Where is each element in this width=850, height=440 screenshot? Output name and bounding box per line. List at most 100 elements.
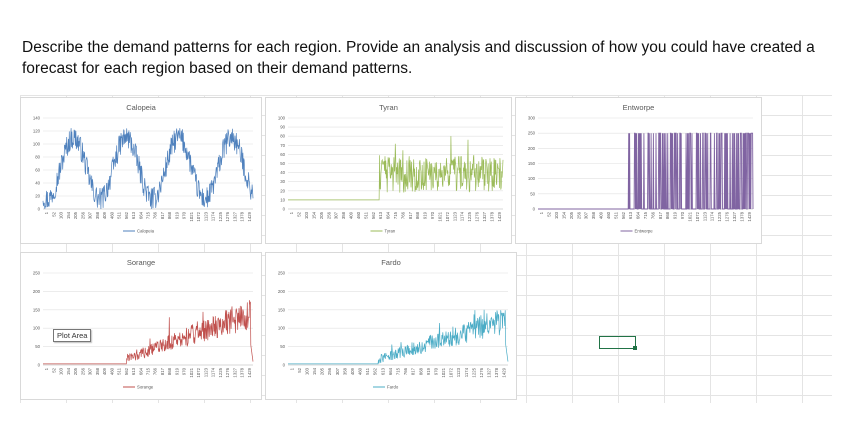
x-tick-label: 664 (388, 367, 393, 375)
x-tick-label: 154 (311, 211, 316, 219)
x-tick-label: 511 (363, 211, 368, 218)
x-tick-label: 1276 (225, 211, 230, 221)
selected-cell[interactable] (599, 336, 636, 349)
x-tick-label: 511 (365, 367, 370, 374)
y-tick-label: 50 (35, 344, 40, 349)
y-tick-label: 100 (528, 176, 536, 181)
x-tick-label: 1123 (203, 211, 208, 221)
x-tick-label: 562 (621, 211, 626, 219)
x-tick-label: 1327 (487, 367, 492, 377)
x-tick-label: 1 (44, 211, 49, 214)
x-tick-label: 460 (358, 367, 363, 375)
x-tick-label: 970 (680, 211, 685, 219)
chart-title: Tyran (379, 103, 398, 112)
x-tick-label: 817 (160, 367, 165, 375)
y-tick-label: 150 (528, 161, 536, 166)
x-tick-label: 613 (628, 211, 633, 219)
chart-title: Entworpe (623, 103, 655, 112)
x-tick-label: 1276 (725, 211, 730, 221)
x-tick-label: 1429 (747, 211, 752, 221)
y-tick-label: 100 (33, 326, 41, 331)
y-tick-label: 140 (33, 116, 41, 121)
x-tick-label: 307 (584, 211, 589, 219)
x-tick-label: 1072 (449, 367, 454, 377)
x-tick-label: 205 (319, 211, 324, 219)
x-tick-label: 1276 (479, 367, 484, 377)
y-tick-label: 250 (528, 131, 536, 136)
chart-title: Calopeia (126, 103, 156, 112)
x-tick-label: 256 (80, 367, 85, 375)
x-tick-label: 817 (411, 367, 416, 375)
x-tick-label: 715 (643, 211, 648, 219)
legend-label: Entworpe (635, 229, 654, 234)
x-tick-label: 970 (182, 211, 187, 219)
x-tick-label: 970 (430, 211, 435, 219)
x-tick-label: 358 (95, 211, 100, 219)
x-tick-label: 1378 (240, 211, 245, 221)
x-tick-label: 1327 (232, 211, 237, 221)
x-tick-label: 1021 (189, 367, 194, 377)
y-tick-label: 150 (33, 307, 41, 312)
y-tick-label: 0 (283, 207, 286, 212)
x-tick-label: 868 (415, 211, 420, 219)
y-tick-label: 120 (33, 129, 41, 134)
x-tick-label: 307 (335, 367, 340, 375)
x-tick-label: 1174 (464, 367, 469, 377)
x-tick-label: 1429 (502, 367, 507, 377)
x-tick-label: 1 (289, 211, 294, 214)
chart-fardo[interactable]: Fardo 0 50 100 150 200 250 1 52 103 154 205 256 307 35… (265, 252, 517, 400)
fill-handle[interactable] (633, 346, 637, 350)
y-tick-label: 50 (280, 161, 285, 166)
y-tick-label: 70 (280, 143, 285, 148)
x-tick-label: 1429 (497, 211, 502, 221)
x-tick-label: 52 (297, 211, 302, 216)
chart-entworpe[interactable]: Entworpe 0 50 100 150 200 250 300 1 52 103 154 205 25… (515, 97, 762, 244)
y-tick-label: 10 (280, 197, 285, 202)
x-tick-label: 409 (102, 211, 107, 219)
x-tick-label: 664 (138, 367, 143, 375)
series-line-tyran (288, 136, 504, 201)
x-tick-label: 205 (320, 367, 325, 375)
y-tick-label: 50 (280, 344, 285, 349)
series-line-sorange (43, 300, 254, 365)
y-tick-label: 80 (280, 134, 285, 139)
legend-label: Calopeia (137, 229, 155, 234)
x-tick-label: 1225 (467, 211, 472, 221)
x-tick-label: 256 (327, 367, 332, 375)
chart-tyran[interactable]: Tyran 0 10 20 30 40 50 60 70 80 90 100 1 52 103 154 205 2… (265, 97, 512, 244)
chart-svg: Entworpe 0 50 100 150 200 250 300 1 52 103 154 205 25… (528, 103, 754, 234)
x-tick-label: 460 (356, 211, 361, 219)
y-tick-label: 100 (278, 326, 286, 331)
chart-sorange[interactable]: Sorange 0 50 100 150 200 250 1 52 103 154 205 256 307… (20, 252, 262, 400)
x-tick-label: 613 (378, 211, 383, 219)
chart-calopeia[interactable]: Calopeia 0 20 40 60 80 100 120 140 1 52 103 154 205 25… (20, 97, 262, 244)
x-tick-label: 511 (117, 211, 122, 218)
x-tick-label: 358 (95, 367, 100, 375)
plot-area-tooltip: Plot Area (53, 329, 92, 342)
y-tick-label: 30 (280, 179, 285, 184)
x-tick-label: 256 (576, 211, 581, 219)
x-tick-label: 1378 (739, 211, 744, 221)
y-tick-label: 50 (530, 191, 535, 196)
x-tick-label: 1276 (225, 367, 230, 377)
x-tick-label: 1429 (247, 211, 252, 221)
x-tick-label: 409 (102, 367, 107, 375)
x-tick-label: 1 (539, 211, 544, 214)
x-tick-label: 868 (665, 211, 670, 219)
y-tick-label: 150 (278, 307, 286, 312)
x-tick-label: 256 (80, 211, 85, 219)
y-tick-label: 200 (528, 146, 536, 151)
y-tick-label: 0 (533, 207, 536, 212)
x-tick-label: 1327 (732, 211, 737, 221)
x-tick-label: 460 (606, 211, 611, 219)
x-tick-label: 205 (569, 211, 574, 219)
x-tick-label: 664 (138, 211, 143, 219)
x-tick-label: 1 (44, 367, 49, 370)
x-tick-label: 715 (396, 367, 401, 375)
x-tick-label: 1072 (445, 211, 450, 221)
x-tick-label: 817 (160, 211, 165, 219)
x-tick-label: 1021 (189, 211, 194, 221)
x-tick-label: 409 (349, 211, 354, 219)
x-tick-label: 358 (591, 211, 596, 219)
x-tick-label: 1123 (456, 367, 461, 377)
